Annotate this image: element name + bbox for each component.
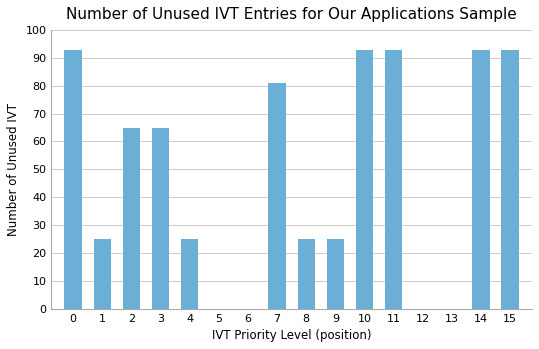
Bar — [65, 50, 82, 309]
Title: Number of Unused IVT Entries for Our Applications Sample: Number of Unused IVT Entries for Our App… — [66, 7, 517, 22]
Bar — [123, 128, 140, 309]
Bar — [268, 83, 286, 309]
Bar — [152, 128, 169, 309]
Bar — [181, 239, 198, 309]
Bar — [472, 50, 490, 309]
Bar — [385, 50, 403, 309]
Y-axis label: Number of Unused IVT: Number of Unused IVT — [7, 103, 20, 236]
X-axis label: IVT Priority Level (position): IVT Priority Level (position) — [212, 329, 371, 342]
Bar — [356, 50, 374, 309]
Bar — [94, 239, 111, 309]
Bar — [501, 50, 519, 309]
Bar — [298, 239, 315, 309]
Bar — [327, 239, 344, 309]
